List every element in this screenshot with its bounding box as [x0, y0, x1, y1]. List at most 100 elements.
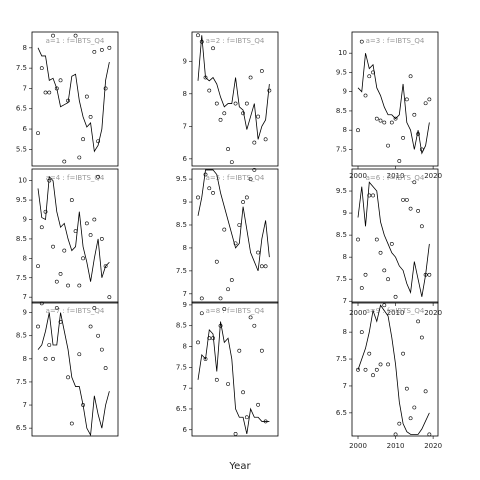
point: [88, 233, 93, 237]
point: [226, 287, 230, 292]
panel-frame: [31, 301, 119, 437]
point: [54, 279, 59, 284]
point: [62, 159, 67, 164]
y-tick-label: 8.5: [176, 322, 187, 330]
point: [207, 186, 212, 191]
panel-title: a=8 : f=IBTS_Q4: [206, 307, 265, 315]
point: [408, 74, 413, 79]
point: [237, 348, 242, 353]
panel-title: a=7 : f=IBTS_Q4: [46, 307, 105, 315]
point: [408, 416, 413, 421]
point: [43, 356, 48, 361]
x-tick-label: 2020: [424, 442, 442, 450]
point: [218, 323, 223, 328]
panel-frame: [351, 301, 439, 437]
point: [77, 352, 82, 357]
y-tick-label: 8: [183, 90, 187, 98]
point: [107, 45, 112, 50]
point: [401, 351, 405, 356]
point: [51, 244, 55, 249]
point: [211, 336, 215, 341]
point: [99, 237, 104, 241]
point: [237, 223, 242, 227]
point: [374, 367, 379, 372]
point: [81, 403, 85, 407]
point: [203, 357, 208, 361]
point: [107, 295, 112, 300]
point: [416, 132, 420, 136]
point: [363, 93, 368, 98]
y-tick-label: 8: [23, 355, 27, 363]
point: [378, 118, 383, 123]
y-tick-label: 6.5: [336, 409, 347, 417]
point: [374, 237, 379, 242]
point: [389, 120, 394, 125]
point: [222, 307, 227, 311]
point: [222, 227, 227, 232]
point: [404, 386, 409, 391]
y-tick-label: 8: [23, 44, 27, 52]
point: [256, 114, 260, 119]
panel-frame: [31, 31, 119, 167]
point: [256, 250, 260, 255]
point: [363, 367, 368, 372]
y-tick-label: 6.5: [16, 424, 27, 432]
point: [244, 101, 249, 106]
point: [58, 319, 63, 324]
point: [47, 178, 52, 183]
point: [233, 241, 238, 246]
point: [393, 116, 398, 121]
fit-line: [357, 181, 430, 297]
panel-frame: [191, 168, 279, 304]
y-tick-label: 8.5: [16, 235, 27, 243]
panel-frame: [351, 168, 439, 304]
point: [211, 46, 215, 51]
point: [393, 294, 398, 299]
point: [367, 74, 372, 79]
y-tick-label: 7: [343, 382, 347, 390]
y-tick-label: 10: [338, 49, 347, 57]
y-tick-label: 8.5: [336, 107, 347, 115]
point: [393, 432, 398, 437]
point: [359, 330, 364, 335]
fit-line: [357, 304, 430, 435]
point: [103, 366, 108, 370]
y-tick-label: 6.5: [176, 405, 187, 413]
panel-title: a=3 : f=IBTS_Q4: [366, 37, 425, 45]
point: [378, 362, 383, 367]
y-tick-label: 9: [23, 215, 27, 223]
y-tick-label: 8: [23, 254, 27, 262]
point: [371, 193, 375, 198]
point: [404, 197, 409, 202]
point: [374, 116, 379, 121]
point: [367, 193, 372, 198]
point: [39, 225, 44, 230]
panel-title: a=6 : f=IBTS_Q4: [366, 174, 425, 182]
point: [54, 306, 59, 310]
y-tick-label: 8.5: [176, 221, 187, 229]
y-tick-label: 7: [183, 122, 187, 130]
point: [356, 128, 360, 133]
fit-line: [197, 169, 270, 272]
point: [51, 356, 55, 361]
y-tick-label: 8.5: [336, 231, 347, 239]
point: [99, 47, 104, 52]
point: [211, 190, 215, 195]
point: [214, 259, 219, 264]
point: [248, 315, 253, 320]
point: [77, 155, 82, 160]
y-tick-label: 7.5: [336, 145, 347, 153]
point: [382, 268, 387, 273]
point: [92, 217, 97, 222]
point: [54, 86, 59, 91]
y-tick-label: 9.5: [336, 187, 347, 195]
point: [58, 78, 63, 83]
point: [69, 198, 74, 202]
point: [401, 197, 405, 202]
fit-line: [37, 47, 110, 153]
fit-line: [197, 35, 270, 140]
point: [259, 69, 264, 73]
point: [226, 382, 230, 386]
point: [47, 90, 52, 95]
y-tick-label: 9: [23, 309, 27, 317]
